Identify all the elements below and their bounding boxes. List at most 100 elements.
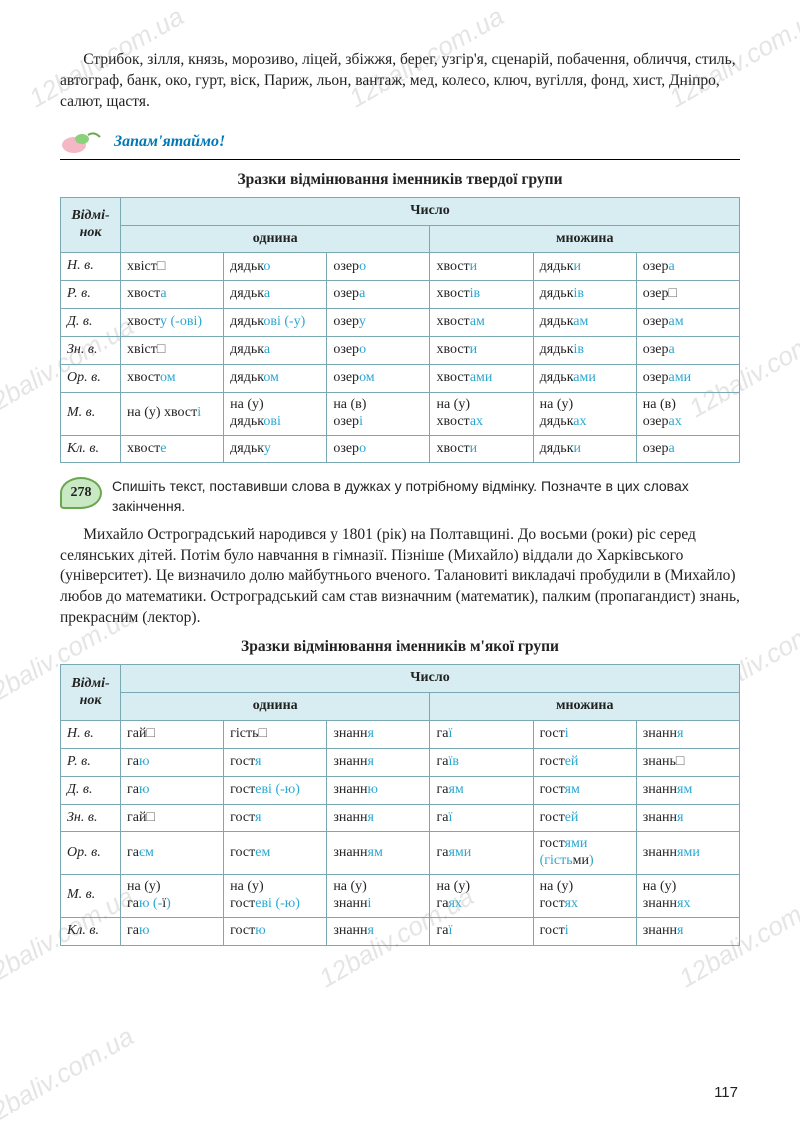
table-cell: на (в)озері: [327, 392, 430, 435]
table-cell: на (у)дядьках: [533, 392, 636, 435]
table-cell: гаї: [430, 804, 533, 832]
th-plural: множина: [430, 693, 740, 721]
table-cell: хвостами: [430, 365, 533, 393]
table-cell: хвостам: [430, 309, 533, 337]
case-label: Д. в.: [61, 309, 121, 337]
table-cell: гаями: [430, 832, 533, 875]
case-label: Р. в.: [61, 748, 121, 776]
table-cell: озерам: [636, 309, 739, 337]
remember-block: Запам'ятаймо!: [60, 127, 740, 160]
table-cell: озер□: [636, 281, 739, 309]
declension-table-soft: Відмі- нок Число однина множина Н. в.гай…: [60, 664, 740, 945]
table-cell: знання: [636, 917, 739, 945]
table-cell: знанням: [327, 832, 430, 875]
table-cell: хвосте: [121, 435, 224, 463]
table-cell: знанню: [327, 776, 430, 804]
case-label: М. в.: [61, 875, 121, 918]
case-label: Ор. в.: [61, 832, 121, 875]
table-cell: озера: [636, 435, 739, 463]
table-cell: знання: [327, 804, 430, 832]
th-number: Число: [121, 665, 740, 693]
table-cell: гостя: [224, 804, 327, 832]
intro-paragraph: Стрибок, зілля, князь, морозиво, ліцей, …: [60, 50, 740, 113]
table-cell: хвости: [430, 253, 533, 281]
exercise-instruction: Спишіть текст, поставивши слова в дужках…: [112, 477, 740, 516]
table-cell: гаїв: [430, 748, 533, 776]
table-cell: знання: [327, 748, 430, 776]
case-label: Ор. в.: [61, 365, 121, 393]
table-cell: знання: [636, 804, 739, 832]
table-cell: озером: [327, 365, 430, 393]
table1-title: Зразки відмінювання іменників твердої гр…: [60, 170, 740, 191]
table-cell: хвости: [430, 435, 533, 463]
table-cell: хвостом: [121, 365, 224, 393]
th-singular: однина: [121, 225, 430, 253]
exercise-number-badge: 278: [60, 477, 102, 509]
case-label: М. в.: [61, 392, 121, 435]
table-cell: дядькам: [533, 309, 636, 337]
table2-title: Зразки відмінювання іменників м'якої гру…: [60, 637, 740, 658]
table-cell: дядька: [224, 337, 327, 365]
remember-label: Запам'ятаймо!: [114, 131, 225, 153]
table-cell: гостям: [533, 776, 636, 804]
table-cell: дядькові (-у): [224, 309, 327, 337]
table-cell: знань□: [636, 748, 739, 776]
table-cell: на (в)озерах: [636, 392, 739, 435]
table-cell: на (у)знанні: [327, 875, 430, 918]
table-cell: дядьком: [224, 365, 327, 393]
table-cell: гай□: [121, 804, 224, 832]
table-cell: гаю: [121, 748, 224, 776]
table-cell: дядьками: [533, 365, 636, 393]
declension-table-hard: Відмі- нок Число однина множина Н. в.хві…: [60, 197, 740, 464]
table-cell: озера: [636, 337, 739, 365]
table-cell: озеро: [327, 253, 430, 281]
watermark: 12baliv.com.ua: [0, 1019, 140, 1136]
table-cell: гостю: [224, 917, 327, 945]
table-cell: хвости: [430, 337, 533, 365]
table-cell: гостеві (-ю): [224, 776, 327, 804]
table-cell: гості: [533, 720, 636, 748]
case-label: Н. в.: [61, 253, 121, 281]
table-cell: гай□: [121, 720, 224, 748]
table-cell: гість□: [224, 720, 327, 748]
table-cell: гаю: [121, 776, 224, 804]
table-cell: озеро: [327, 435, 430, 463]
case-label: Р. в.: [61, 281, 121, 309]
case-label: Зн. в.: [61, 337, 121, 365]
th-case: Відмі- нок: [61, 665, 121, 721]
table-cell: знанням: [636, 776, 739, 804]
table-cell: озеру: [327, 309, 430, 337]
page-number: 117: [714, 1083, 738, 1103]
table-cell: на (у)гостях: [533, 875, 636, 918]
table-cell: на (у) хвості: [121, 392, 224, 435]
case-label: Кл. в.: [61, 435, 121, 463]
exercise-278: 278 Спишіть текст, поставивши слова в ду…: [60, 477, 740, 516]
table-cell: на (у)гаях: [430, 875, 533, 918]
table-cell: гостя: [224, 748, 327, 776]
table-cell: на (у)дядькові: [224, 392, 327, 435]
table-cell: гаю: [121, 917, 224, 945]
table-cell: хвіст□: [121, 253, 224, 281]
table-cell: хвосту (-ові): [121, 309, 224, 337]
table-cell: на (у)гостеві (-ю): [224, 875, 327, 918]
table-cell: дядько: [224, 253, 327, 281]
table-cell: озера: [636, 253, 739, 281]
exercise-body: Михайло Остроградський народився у 1801 …: [60, 525, 740, 630]
table-cell: дядьків: [533, 337, 636, 365]
table-cell: гостей: [533, 748, 636, 776]
table-cell: гості: [533, 917, 636, 945]
table-cell: на (у)знаннях: [636, 875, 739, 918]
flower-icon: [60, 127, 106, 157]
case-label: Кл. в.: [61, 917, 121, 945]
case-label: Зн. в.: [61, 804, 121, 832]
table-cell: хвіст□: [121, 337, 224, 365]
table-cell: знання: [636, 720, 739, 748]
table-cell: озера: [327, 281, 430, 309]
table-cell: хвостів: [430, 281, 533, 309]
table-cell: гостями(гістьми): [533, 832, 636, 875]
table-cell: на (у)гаю (-ї): [121, 875, 224, 918]
table-cell: гаї: [430, 720, 533, 748]
table-cell: озеро: [327, 337, 430, 365]
th-number: Число: [121, 197, 740, 225]
table-cell: гаї: [430, 917, 533, 945]
